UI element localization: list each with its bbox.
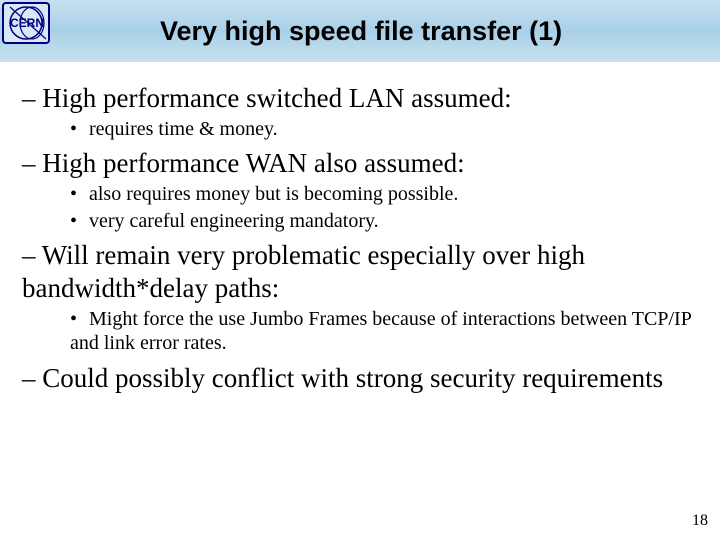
main-item: – Could possibly conflict with strong se… — [20, 362, 704, 395]
slide-title: Very high speed file transfer (1) — [160, 16, 562, 47]
sub-item-text: very careful engineering mandatory. — [89, 210, 379, 232]
main-item: – High performance WAN also assumed: — [20, 147, 704, 180]
sub-item: • Might force the use Jumbo Frames becau… — [70, 307, 704, 356]
main-item: – Will remain very problematic especiall… — [20, 239, 704, 305]
sub-item-text: requires time & money. — [89, 118, 278, 140]
sub-item-text: Might force the use Jumbo Frames because… — [70, 308, 691, 354]
sub-item-text: also requires money but is becoming poss… — [89, 183, 458, 205]
sub-item: • also requires money but is becoming po… — [70, 182, 704, 206]
sub-item: • very careful engineering mandatory. — [70, 209, 704, 233]
page-number: 18 — [692, 512, 708, 530]
slide-header: CERN Very high speed file transfer (1) — [0, 0, 720, 62]
sub-item: • requires time & money. — [70, 117, 704, 141]
logo-text: CERN — [10, 16, 44, 30]
cern-logo: CERN — [2, 2, 50, 44]
main-item: – High performance switched LAN assumed: — [20, 82, 704, 115]
slide-content: – High performance switched LAN assumed:… — [0, 62, 720, 395]
